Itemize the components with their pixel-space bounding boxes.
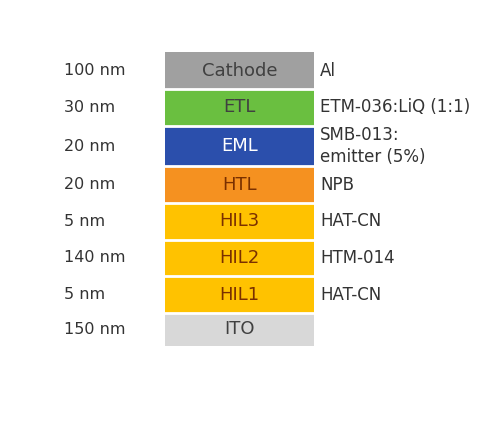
Text: HAT-CN: HAT-CN <box>320 212 382 231</box>
Text: Al: Al <box>320 62 336 80</box>
Text: HIL1: HIL1 <box>220 286 260 304</box>
Text: HTL: HTL <box>222 176 257 194</box>
Bar <box>165 126 314 166</box>
Text: ITO: ITO <box>224 320 255 338</box>
Text: HIL2: HIL2 <box>220 249 260 267</box>
Bar <box>165 52 314 89</box>
Text: HTM-014: HTM-014 <box>320 249 395 267</box>
Text: 150 nm: 150 nm <box>64 322 126 337</box>
Text: 5 nm: 5 nm <box>64 214 106 229</box>
Text: ETL: ETL <box>224 99 256 116</box>
Bar <box>165 276 314 313</box>
Text: HIL3: HIL3 <box>220 212 260 231</box>
Text: HAT-CN: HAT-CN <box>320 286 382 304</box>
Bar <box>165 240 314 276</box>
Bar <box>165 203 314 240</box>
Bar <box>165 89 314 126</box>
Text: 20 nm: 20 nm <box>64 177 116 192</box>
Text: ETM-036:LiQ (1:1): ETM-036:LiQ (1:1) <box>320 99 470 116</box>
Text: NPB: NPB <box>320 176 354 194</box>
Text: 100 nm: 100 nm <box>64 63 126 78</box>
Text: 30 nm: 30 nm <box>64 100 116 115</box>
Text: 5 nm: 5 nm <box>64 287 106 302</box>
Text: EML: EML <box>222 137 258 155</box>
Text: Cathode: Cathode <box>202 62 278 80</box>
Text: 140 nm: 140 nm <box>64 250 126 266</box>
Text: SMB-013:
emitter (5%): SMB-013: emitter (5%) <box>320 126 426 166</box>
Bar <box>165 313 314 346</box>
Bar <box>165 166 314 203</box>
Text: 20 nm: 20 nm <box>64 138 116 154</box>
